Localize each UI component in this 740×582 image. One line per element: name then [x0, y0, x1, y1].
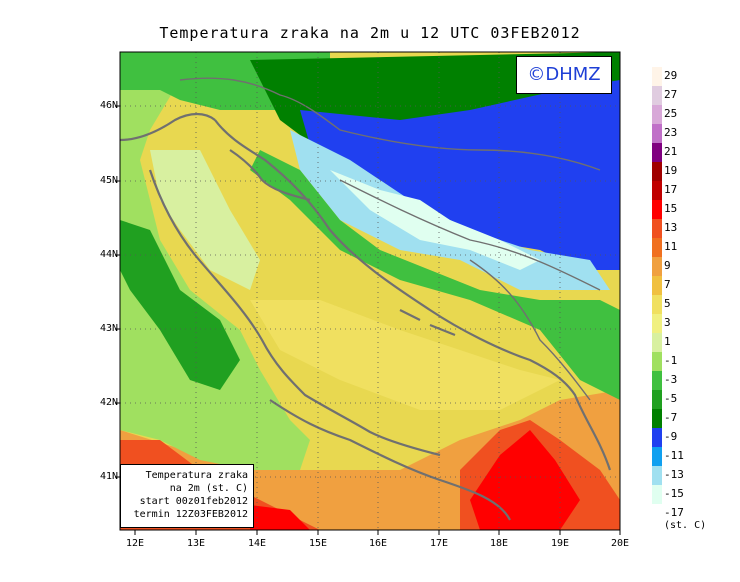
legend-swatch	[652, 143, 662, 162]
lon-label: 12E	[125, 538, 145, 549]
lat-label: 44N	[99, 249, 118, 260]
legend-label: 23	[664, 126, 678, 139]
coast-green	[250, 150, 620, 400]
italy-dark	[120, 220, 240, 390]
axis-ticks	[115, 105, 621, 535]
legend-swatch	[652, 428, 662, 447]
legend-swatch	[652, 105, 662, 124]
legend-swatch	[652, 466, 662, 485]
lon-label: 20E	[610, 538, 630, 549]
graticule	[120, 52, 620, 530]
legend-label: 15	[664, 202, 678, 215]
info-line-2: na 2m (st. C)	[169, 483, 248, 494]
legend-label: -7	[664, 411, 678, 424]
lat-label: 41N	[99, 471, 118, 482]
legend-swatch	[652, 200, 662, 219]
legend-swatch	[652, 352, 662, 371]
legend-label: 9	[664, 259, 671, 272]
legend-label: 21	[664, 145, 678, 158]
legend-label: -17	[664, 506, 684, 519]
lat-label: 46N	[99, 100, 118, 111]
info-line-1: Temperatura zraka	[145, 470, 248, 481]
info-box: Temperatura zraka na 2m (st. C) start 00…	[120, 464, 254, 528]
coastlines	[120, 112, 612, 521]
dhmz-watermark: ©DHMZ	[516, 56, 612, 94]
legend-label: -13	[664, 468, 684, 481]
legend-swatch	[652, 181, 662, 200]
legend-label: -3	[664, 373, 678, 386]
map-frame	[119, 51, 621, 531]
legend-swatch	[652, 238, 662, 257]
lat-label: 45N	[99, 175, 118, 186]
legend-label: 19	[664, 164, 678, 177]
legend-swatch	[652, 276, 662, 295]
legend-swatch	[652, 333, 662, 352]
info-line-3: start 00z01feb2012	[139, 496, 248, 507]
info-line-4: termin 12Z03FEB2012	[133, 509, 248, 520]
lat-label: 42N	[99, 397, 118, 408]
legend-swatch	[652, 504, 662, 523]
legend-swatch	[652, 447, 662, 466]
lon-label: 19E	[550, 538, 570, 549]
lon-label: 16E	[368, 538, 388, 549]
legend-label: 11	[664, 240, 678, 253]
lat-label: 43N	[99, 323, 118, 334]
map-title: Temperatura zraka na 2m u 12 UTC 03FEB20…	[159, 24, 581, 42]
legend-label: -9	[664, 430, 678, 443]
italy-green	[120, 52, 310, 470]
legend-label: 17	[664, 183, 678, 196]
legend-label: 27	[664, 88, 678, 101]
lon-label: 14E	[247, 538, 267, 549]
balkan-blue	[300, 80, 620, 270]
hot-core-sw	[250, 505, 310, 530]
legend-label: -1	[664, 354, 678, 367]
legend-label: 25	[664, 107, 678, 120]
lon-label: 15E	[308, 538, 328, 549]
lon-label: 13E	[186, 538, 206, 549]
legend-label: -15	[664, 487, 684, 500]
lon-label: 17E	[429, 538, 449, 549]
legend-swatch	[652, 162, 662, 181]
legend-label: 5	[664, 297, 671, 310]
legend-label: 13	[664, 221, 678, 234]
legend-swatch	[652, 67, 662, 86]
legend-label: 7	[664, 278, 671, 291]
coast-yellow	[250, 300, 560, 410]
legend-label: -11	[664, 449, 684, 462]
legend-swatch	[652, 219, 662, 238]
legend-swatch	[652, 409, 662, 428]
legend-swatch	[652, 257, 662, 276]
legend-swatch	[652, 86, 662, 105]
legend-label: 29	[664, 69, 678, 82]
italy-pale	[150, 150, 260, 290]
legend-swatch	[652, 485, 662, 504]
lon-label: 18E	[489, 538, 509, 549]
legend-swatch	[652, 371, 662, 390]
legend-swatch	[652, 390, 662, 409]
legend-swatch	[652, 314, 662, 333]
legend-swatch	[652, 295, 662, 314]
legend-label: -5	[664, 392, 678, 405]
balkan-light	[290, 130, 610, 290]
legend-label: 3	[664, 316, 671, 329]
legend-swatch	[652, 124, 662, 143]
legend-label: 1	[664, 335, 671, 348]
balkan-white	[330, 170, 540, 270]
borders	[179, 77, 601, 401]
legend-units: (st. C)	[664, 520, 707, 531]
